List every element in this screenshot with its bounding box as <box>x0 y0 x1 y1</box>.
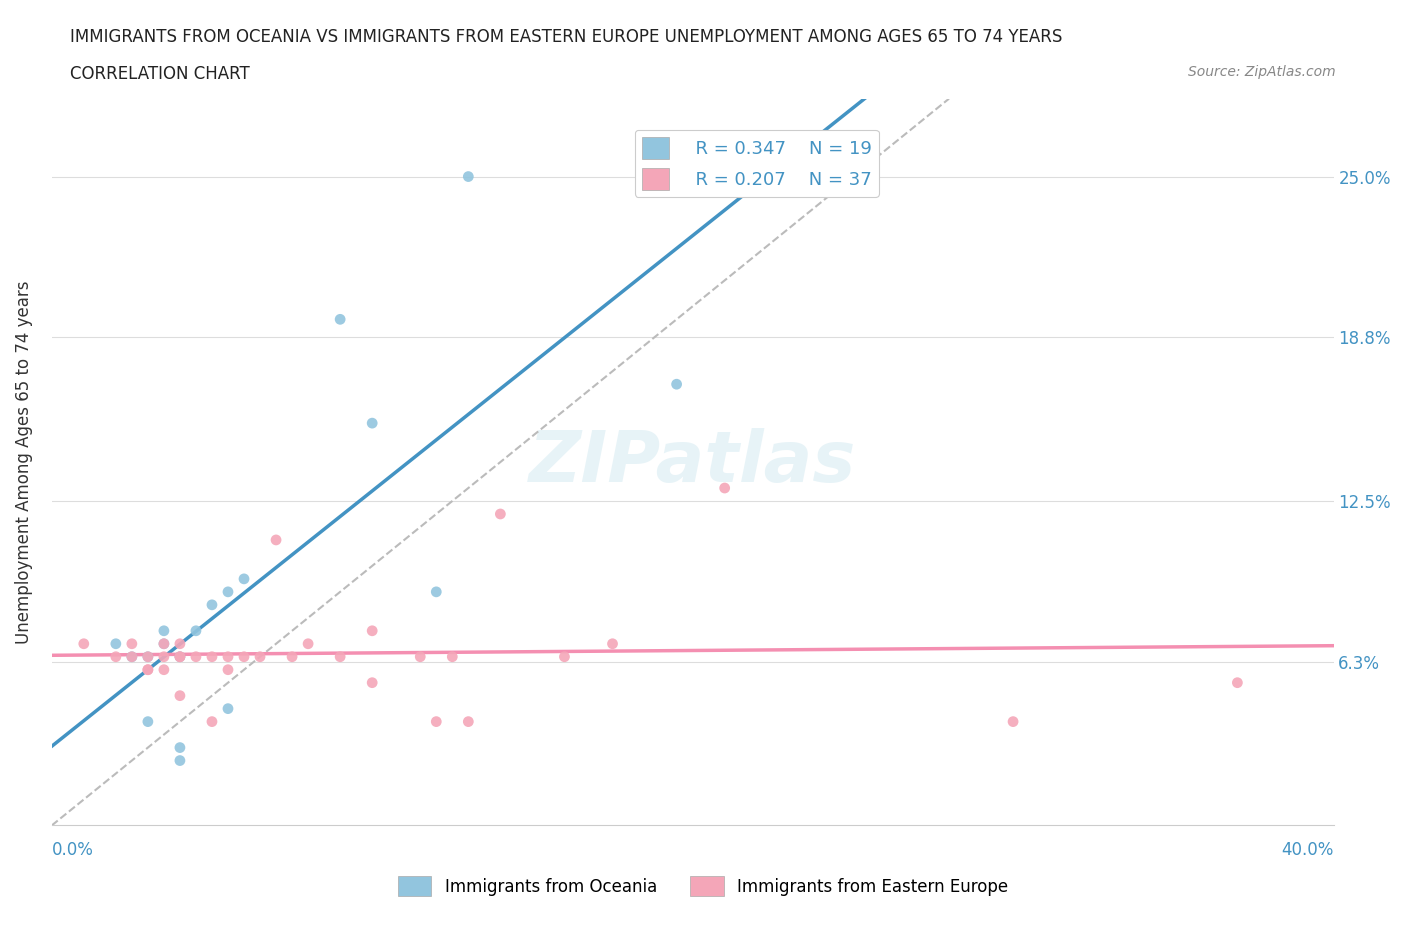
Point <box>201 649 224 664</box>
Point <box>201 714 224 729</box>
Point <box>457 714 479 729</box>
Point <box>169 649 191 664</box>
Point <box>201 597 224 612</box>
Point <box>184 649 207 664</box>
Point <box>233 649 256 664</box>
Point <box>329 312 352 326</box>
Text: IMMIGRANTS FROM OCEANIA VS IMMIGRANTS FROM EASTERN EUROPE UNEMPLOYMENT AMONG AGE: IMMIGRANTS FROM OCEANIA VS IMMIGRANTS FR… <box>70 28 1063 46</box>
Point <box>249 649 271 664</box>
Point <box>409 649 432 664</box>
Point <box>153 636 176 651</box>
Point <box>297 636 319 651</box>
Point <box>457 169 479 184</box>
Point <box>217 662 239 677</box>
Point <box>153 649 176 664</box>
Point <box>104 636 127 651</box>
Y-axis label: Unemployment Among Ages 65 to 74 years: Unemployment Among Ages 65 to 74 years <box>15 280 32 644</box>
Point <box>217 701 239 716</box>
Text: 40.0%: 40.0% <box>1281 842 1333 859</box>
Point <box>169 753 191 768</box>
Point <box>665 377 688 392</box>
Point <box>121 649 143 664</box>
Point <box>184 623 207 638</box>
Point <box>136 662 159 677</box>
Point <box>1002 714 1025 729</box>
Point <box>233 571 256 586</box>
Point <box>169 649 191 664</box>
Point <box>169 740 191 755</box>
Point <box>73 636 96 651</box>
Point <box>153 662 176 677</box>
Legend:   R = 0.347    N = 19,   R = 0.207    N = 37: R = 0.347 N = 19, R = 0.207 N = 37 <box>634 129 879 197</box>
Point <box>104 649 127 664</box>
Point <box>425 584 447 599</box>
Point <box>217 584 239 599</box>
Text: CORRELATION CHART: CORRELATION CHART <box>70 65 250 83</box>
Point <box>361 416 384 431</box>
Point <box>169 636 191 651</box>
Point <box>361 623 384 638</box>
Text: 0.0%: 0.0% <box>52 842 94 859</box>
Point <box>136 649 159 664</box>
Text: ZIPatlas: ZIPatlas <box>529 428 856 497</box>
Text: Source: ZipAtlas.com: Source: ZipAtlas.com <box>1188 65 1336 79</box>
Point <box>153 636 176 651</box>
Point <box>602 636 624 651</box>
Point <box>136 649 159 664</box>
Point <box>713 481 735 496</box>
Point <box>281 649 304 664</box>
Point <box>136 662 159 677</box>
Point <box>1226 675 1249 690</box>
Point <box>361 675 384 690</box>
Point <box>217 649 239 664</box>
Point <box>329 649 352 664</box>
Legend: Immigrants from Oceania, Immigrants from Eastern Europe: Immigrants from Oceania, Immigrants from… <box>391 870 1015 903</box>
Point <box>169 649 191 664</box>
Point <box>553 649 575 664</box>
Point <box>121 636 143 651</box>
Point <box>425 714 447 729</box>
Point <box>169 688 191 703</box>
Point <box>136 714 159 729</box>
Point <box>489 507 512 522</box>
Point <box>121 649 143 664</box>
Point <box>264 533 287 548</box>
Point <box>441 649 464 664</box>
Point <box>153 623 176 638</box>
